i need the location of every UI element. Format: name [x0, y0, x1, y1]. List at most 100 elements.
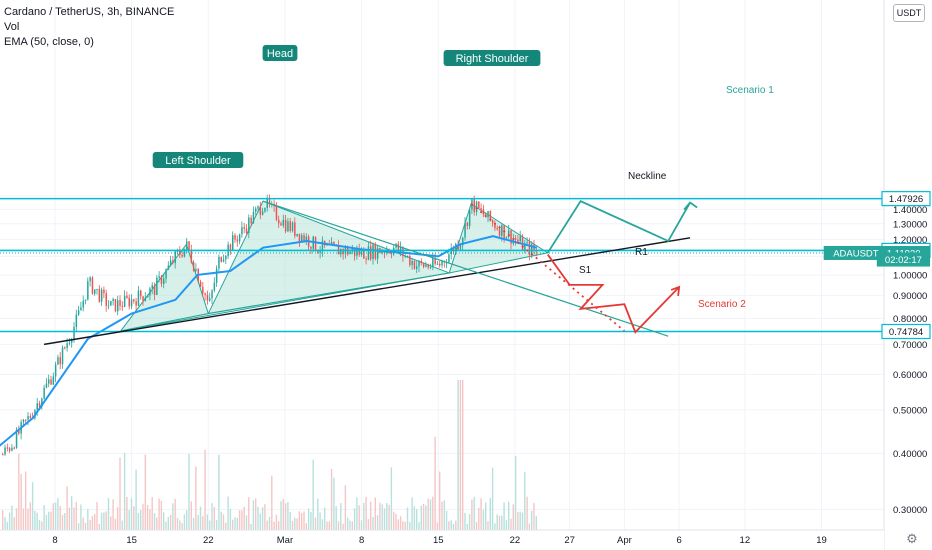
volume-bar	[386, 502, 388, 530]
ema-line	[0, 235, 538, 447]
volume-bar	[397, 519, 399, 530]
candle-body	[411, 261, 413, 266]
candle-body	[427, 265, 429, 268]
volume-bar	[471, 499, 473, 530]
volume-bar	[245, 515, 248, 530]
volume-bar	[36, 512, 38, 530]
volume-bar	[213, 506, 215, 530]
time-tick-label: 12	[740, 535, 751, 546]
volume-bar	[335, 506, 337, 530]
volume-bar	[501, 515, 503, 530]
candle-body	[294, 222, 296, 236]
candle-body	[71, 339, 73, 343]
volume-bar	[388, 504, 390, 530]
candle-body	[404, 255, 406, 257]
volume-bar	[533, 502, 535, 530]
candle-body	[459, 245, 462, 250]
volume-bar	[425, 505, 427, 530]
currency-button[interactable]: USDT	[893, 4, 925, 22]
volume-bar	[142, 503, 144, 530]
candle-body	[133, 299, 135, 302]
volume-bar	[432, 496, 434, 530]
volume-bar	[319, 512, 321, 530]
volume-bar	[482, 509, 485, 530]
volume-bar	[450, 520, 452, 530]
volume-bar	[238, 510, 241, 530]
time-axis[interactable]: 8 15 22 Mar 8 15 22 27 Apr 6 12 19	[0, 529, 884, 550]
candle-body	[110, 301, 112, 306]
volume-bar	[298, 511, 301, 530]
candle-body	[188, 241, 190, 250]
volume-bar	[61, 514, 64, 530]
volume-bar	[434, 436, 436, 530]
volume-bars	[2, 380, 537, 530]
volume-bar	[393, 511, 395, 530]
volume-bar	[232, 519, 234, 530]
candle-body	[473, 199, 475, 213]
volume-bar	[508, 501, 510, 530]
candle-body	[356, 249, 358, 256]
volume-bar	[439, 471, 441, 530]
volume-bar	[66, 486, 68, 530]
candle-body	[77, 310, 80, 315]
volume-bar	[370, 501, 372, 530]
volume-bar	[68, 507, 71, 530]
candle-body	[436, 263, 439, 265]
candle-body	[317, 250, 319, 253]
candle-body	[84, 299, 87, 301]
candle-body	[528, 242, 531, 256]
volume-bar	[144, 454, 146, 530]
candle-body	[137, 290, 140, 306]
candle-body	[487, 211, 489, 218]
volume-bar	[457, 380, 459, 530]
candle-body	[2, 454, 4, 456]
price-tick-label: 1.30000	[893, 219, 927, 230]
candle-body	[100, 289, 103, 302]
price-tick-label: 0.60000	[893, 370, 927, 381]
gear-icon[interactable]: ⚙	[906, 531, 918, 546]
volume-indicator-label[interactable]: Vol	[4, 21, 20, 33]
volume-bar	[179, 520, 181, 530]
volume-bar	[135, 469, 137, 530]
volume-bar	[169, 514, 172, 530]
price-tick-label: 0.70000	[893, 340, 927, 351]
candle-body	[250, 217, 252, 224]
price-axis[interactable]: 1.500001.400001.300001.200001.000000.900…	[823, 0, 932, 550]
volume-bar	[404, 522, 406, 530]
volume-bar	[455, 520, 457, 530]
volume-bar	[512, 504, 514, 530]
volume-bar	[503, 502, 505, 530]
volume-bar	[11, 505, 13, 530]
volume-bar	[261, 507, 264, 530]
candle-body	[505, 236, 508, 239]
candle-body	[298, 233, 301, 242]
candle-body	[80, 307, 82, 311]
descending-trendline	[262, 200, 669, 337]
candle-body	[358, 249, 360, 255]
volume-bar	[487, 521, 489, 530]
candle-body	[25, 419, 27, 421]
volume-bar	[473, 496, 475, 530]
price-tick-label: 1.40000	[893, 205, 927, 216]
volume-bar	[294, 517, 296, 530]
symbol-title[interactable]: Cardano / TetherUS, 3h, BINANCE	[4, 6, 175, 18]
volume-bar	[87, 508, 89, 530]
volume-bar	[220, 511, 222, 530]
ema-indicator-label[interactable]: EMA (50, close, 0)	[4, 36, 94, 48]
candle-body	[340, 249, 342, 255]
volume-bar	[301, 512, 303, 530]
candle-body	[480, 208, 482, 210]
candle-body	[349, 251, 351, 255]
volume-bar	[252, 500, 255, 530]
volume-bar	[57, 498, 59, 530]
volume-bar	[429, 499, 432, 530]
candle-body	[130, 299, 133, 307]
time-tick-label: 15	[126, 535, 137, 546]
volume-bar	[248, 497, 250, 530]
candle-body	[135, 301, 137, 306]
candle-body	[278, 219, 280, 224]
candle-body	[406, 255, 409, 257]
volume-bar	[526, 496, 528, 530]
candle-body	[466, 222, 469, 227]
